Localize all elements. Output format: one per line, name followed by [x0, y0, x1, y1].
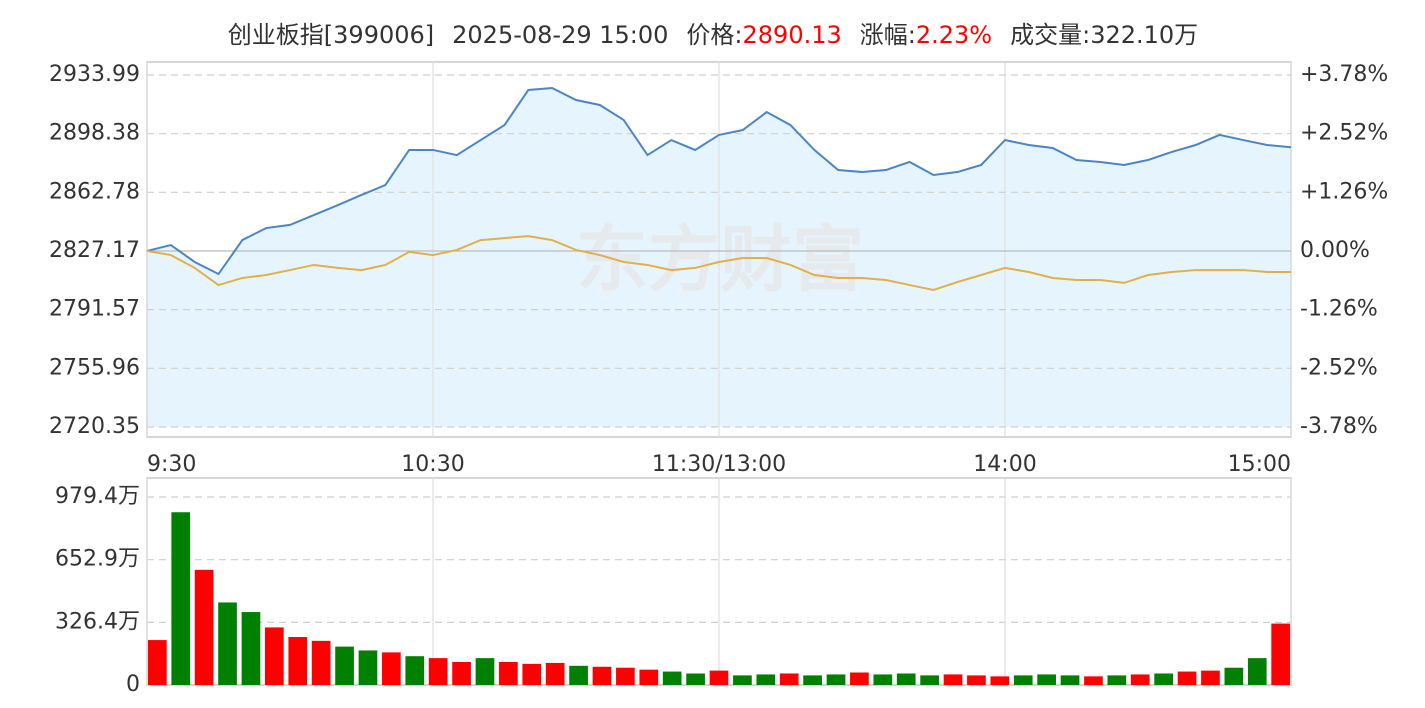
volume-bar	[569, 665, 588, 685]
volume-bar	[1037, 674, 1056, 685]
volume-bar	[194, 569, 214, 685]
stat-label: 价格:	[686, 21, 742, 49]
volume-bar	[639, 669, 659, 685]
volume-bar	[1271, 623, 1290, 685]
volume-bar	[428, 658, 448, 685]
volume-bar	[616, 667, 635, 685]
volume-bar	[358, 650, 378, 685]
volume-bar	[1107, 675, 1127, 685]
volume-bar	[1013, 675, 1033, 685]
stat-value: 2.23%	[916, 21, 992, 49]
volume-bar	[1201, 670, 1220, 685]
y2-tick-label: -2.52%	[1300, 355, 1378, 380]
volume-bar	[452, 661, 471, 685]
volume-bar	[499, 661, 518, 685]
y-tick-label: 2827.17	[49, 238, 140, 263]
volume-bar	[1247, 658, 1267, 685]
x-tick-label: 11:30/13:00	[652, 452, 786, 477]
volume-bar	[241, 612, 261, 685]
volume-tick-label: 326.4万	[55, 609, 140, 634]
y2-tick-label: -1.26%	[1300, 297, 1378, 322]
volume-bar	[288, 637, 308, 685]
volume-bar	[850, 672, 869, 685]
y2-tick-label: +3.78%	[1300, 62, 1388, 87]
volume-bar	[1177, 671, 1197, 685]
volume-bar	[311, 640, 331, 685]
volume-bar	[967, 675, 986, 685]
volume-bar	[1224, 667, 1244, 685]
volume-bar	[592, 666, 612, 685]
volume-bar	[522, 663, 542, 685]
volume-bar	[545, 662, 565, 685]
volume-bar	[943, 674, 963, 685]
volume-bar	[335, 646, 354, 685]
volume-bar	[733, 675, 752, 685]
x-tick-label: 10:30	[401, 452, 464, 477]
volume-bar	[1060, 675, 1080, 685]
title-row: 创业板指[399006] 2025-08-29 15:00 价格:2890.13 涨幅…	[228, 21, 1198, 49]
volume-bar	[709, 670, 729, 685]
x-tick-label: 14:00	[973, 452, 1036, 477]
volume-bar	[990, 676, 1010, 685]
volume-bar	[1130, 674, 1150, 685]
y2-tick-label: +1.26%	[1300, 179, 1388, 204]
watermark: 东方财富	[576, 218, 864, 302]
volume-bar	[756, 674, 776, 685]
volume-bar	[171, 512, 191, 685]
volume-bar	[803, 675, 822, 685]
volume-bar	[779, 673, 799, 685]
volume-bar	[686, 673, 705, 685]
series-line	[146, 235, 1291, 292]
volume-bar	[873, 674, 893, 685]
volume-tick-label: 652.9万	[55, 547, 140, 572]
title-row-text: 创业板指[399006] 2025-08-29 15:00 价格:2890.13 涨幅…	[228, 21, 1198, 49]
y2-tick-label: 0.00%	[1300, 238, 1370, 263]
volume-bar	[405, 656, 425, 685]
y-tick-label: 2755.96	[49, 355, 140, 380]
x-tick-label: 15:00	[1228, 452, 1291, 477]
y-tick-label: 2862.78	[49, 179, 140, 204]
y2-tick-label: -3.78%	[1300, 414, 1378, 439]
y-tick-label: 2898.38	[49, 121, 140, 146]
volume-bar	[920, 675, 939, 685]
volume-bar	[896, 673, 916, 685]
volume-bar	[826, 674, 846, 685]
volume-bar	[148, 640, 167, 685]
series-line	[146, 86, 1292, 276]
stat-value: 322.10万	[1090, 21, 1198, 49]
volume-bar	[1154, 673, 1173, 685]
volume-tick-label: 979.4万	[55, 484, 140, 509]
stat-value: 2890.13	[743, 21, 842, 49]
volume-bar	[218, 602, 237, 685]
stat-label: 成交量:	[1010, 21, 1090, 49]
y-tick-label: 2933.99	[49, 62, 140, 87]
volume-bar	[475, 658, 495, 685]
volume-bar	[382, 652, 401, 685]
y-tick-label: 2720.35	[49, 414, 140, 439]
index-name: 创业板指[399006]	[228, 21, 434, 49]
y2-tick-label: +2.52%	[1300, 121, 1388, 146]
volume-bar	[265, 627, 284, 685]
stat-label: 涨幅:	[860, 21, 916, 49]
y-tick-label: 2791.57	[49, 297, 140, 322]
timestamp: 2025-08-29 15:00	[452, 21, 668, 49]
volume-tick-label: 0	[126, 672, 140, 697]
volume-bar	[1084, 676, 1103, 685]
volume-bar	[662, 671, 682, 685]
x-tick-label: 9:30	[147, 452, 196, 477]
